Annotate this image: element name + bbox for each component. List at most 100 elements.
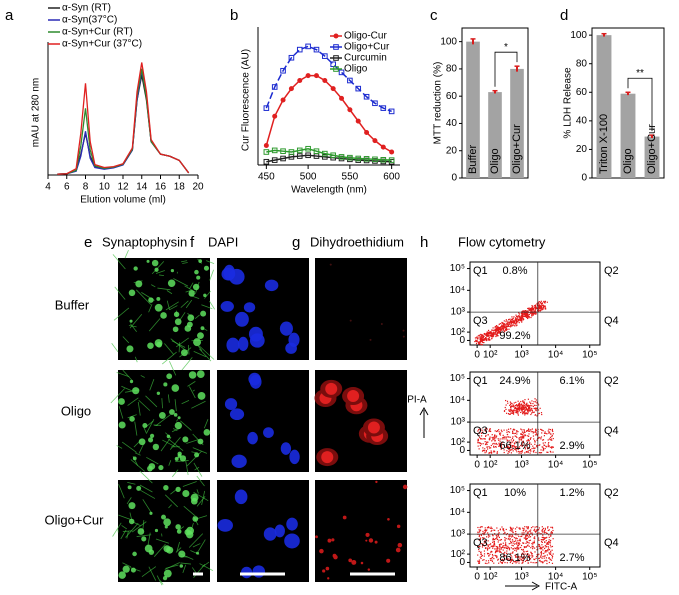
event-dot — [496, 329, 498, 331]
event-dot — [531, 534, 534, 536]
event-dot — [520, 544, 523, 547]
event-dot — [488, 332, 491, 334]
event-dot — [515, 553, 517, 556]
neurite — [146, 456, 159, 465]
neurite — [185, 289, 193, 293]
event-dot — [511, 544, 513, 546]
event-dot — [531, 310, 533, 312]
event-dot — [533, 449, 535, 451]
event-dot — [527, 316, 529, 318]
event-dot — [495, 551, 498, 553]
signal — [375, 480, 378, 484]
event-dot — [500, 429, 503, 431]
event-dot — [524, 556, 526, 558]
event-dot — [507, 321, 509, 323]
event-dot — [523, 437, 525, 439]
event-dot — [522, 561, 524, 563]
event-dot — [498, 326, 501, 329]
event-dot — [521, 445, 523, 447]
event-dot — [536, 303, 538, 305]
event-dot — [496, 335, 498, 337]
event-dot — [511, 319, 513, 321]
event-dot — [527, 404, 529, 407]
event-dot — [520, 444, 522, 447]
cell — [166, 434, 171, 439]
event-dot — [509, 409, 511, 411]
nucleus — [226, 337, 240, 353]
event-dot — [525, 559, 528, 561]
event-dot — [537, 308, 540, 310]
signal — [329, 263, 332, 266]
event-dot — [506, 328, 508, 331]
event-dot — [521, 433, 523, 435]
x-tick-label: 450 — [258, 172, 275, 183]
event-dot — [527, 451, 529, 454]
event-dot — [521, 406, 523, 408]
quadrant-percent: 6.1% — [559, 375, 584, 387]
event-dot — [483, 534, 485, 536]
event-dot — [490, 551, 492, 553]
event-dot — [539, 306, 541, 308]
event-dot — [492, 538, 494, 540]
event-dot — [505, 547, 507, 549]
event-dot — [540, 541, 543, 543]
event-dot — [526, 402, 528, 404]
event-dot — [512, 527, 514, 529]
event-dot — [486, 529, 488, 531]
event-dot — [528, 539, 530, 542]
event-dot — [525, 310, 528, 312]
event-dot — [505, 408, 507, 410]
event-dot — [515, 534, 517, 536]
marker — [330, 61, 336, 68]
event-dot — [522, 527, 524, 529]
neurite — [153, 543, 166, 557]
event-dot — [488, 452, 490, 454]
quadrant-percent: 0.8% — [502, 265, 527, 277]
event-dot — [497, 328, 499, 330]
signal — [365, 532, 370, 537]
event-dot — [510, 527, 512, 529]
event-dot — [510, 533, 512, 536]
neurite — [174, 399, 177, 412]
bar-label: Oligo — [622, 148, 634, 174]
neurite — [159, 580, 164, 585]
event-dot — [504, 540, 506, 542]
event-dot — [515, 537, 517, 539]
event-dot — [513, 537, 515, 539]
event-dot — [529, 539, 532, 541]
event-dot — [549, 558, 551, 560]
event-dot — [503, 436, 505, 439]
event-dot — [521, 431, 524, 433]
event-dot — [500, 543, 502, 545]
marker — [296, 147, 303, 154]
event-dot — [484, 531, 486, 533]
event-dot — [518, 562, 520, 564]
quadrant-name: Q4 — [604, 537, 619, 549]
legend-label: Oligo+Cur — [344, 42, 390, 53]
event-dot — [529, 452, 531, 454]
event-dot — [481, 334, 483, 336]
cell — [200, 326, 205, 331]
y-tick-label: 10⁵ — [450, 485, 465, 496]
event-dot — [545, 551, 547, 553]
event-dot — [544, 305, 546, 307]
event-dot — [535, 305, 537, 307]
significance: ** — [636, 68, 644, 79]
event-dot — [543, 530, 546, 532]
event-dot — [480, 339, 483, 341]
event-dot — [481, 335, 483, 337]
event-dot — [495, 550, 497, 552]
cell — [151, 259, 159, 267]
event-dot — [489, 447, 491, 449]
event-dot — [528, 433, 530, 435]
event-dot — [518, 547, 520, 549]
event-dot — [498, 331, 500, 333]
cell — [133, 266, 138, 271]
neurite — [122, 530, 133, 533]
event-dot — [538, 304, 540, 306]
event-dot — [478, 435, 480, 437]
event-dot — [541, 526, 543, 528]
event-dot — [513, 320, 515, 322]
event-dot — [532, 562, 534, 564]
event-dot — [525, 403, 528, 405]
